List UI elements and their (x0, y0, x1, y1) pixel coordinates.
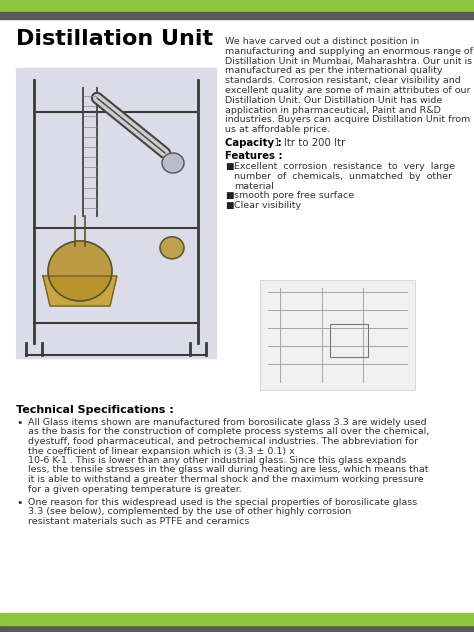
Text: •: • (16, 418, 22, 428)
Text: number  of  chemicals,  unmatched  by  other: number of chemicals, unmatched by other (234, 172, 452, 181)
Text: manufacturing and supplying an enormous range of: manufacturing and supplying an enormous … (225, 47, 473, 56)
Text: industries. Buyers can acquire Distillation Unit from: industries. Buyers can acquire Distillat… (225, 116, 470, 125)
Text: Features :: Features : (225, 151, 283, 161)
Ellipse shape (162, 153, 184, 173)
Bar (330, 324, 368, 357)
Text: Distillation Unit in Mumbai, Maharashtra. Our unit is: Distillation Unit in Mumbai, Maharashtra… (225, 57, 472, 66)
Text: manufactured as per the international quality: manufactured as per the international qu… (225, 66, 443, 75)
Bar (0, 625, 474, 632)
Text: for a given operating temperature is greater.: for a given operating temperature is gre… (28, 485, 242, 494)
Text: ■: ■ (225, 201, 234, 210)
Bar (0, 613, 474, 625)
Polygon shape (43, 276, 117, 306)
Text: Distillation Unit: Distillation Unit (16, 29, 213, 49)
Text: smooth pore free surface: smooth pore free surface (234, 191, 354, 200)
Text: 10-6 K-1 . This is lower than any other industrial glass. Since this glass expan: 10-6 K-1 . This is lower than any other … (28, 456, 406, 465)
Text: less, the tensile stresses in the glass wall during heating are less, which mean: less, the tensile stresses in the glass … (28, 466, 428, 475)
Text: Distillation Unit. Our Distillation Unit has wide: Distillation Unit. Our Distillation Unit… (225, 96, 442, 105)
Text: application in pharmaceutical, Paint and R&D: application in pharmaceutical, Paint and… (225, 106, 441, 114)
Text: One reason for this widespread used is the special properties of borosilicate gl: One reason for this widespread used is t… (28, 498, 417, 507)
Text: it is able to withstand a greater thermal shock and the maximum working pressure: it is able to withstand a greater therma… (28, 475, 424, 484)
Text: excellent quality are some of main attributes of our: excellent quality are some of main attri… (225, 86, 471, 95)
Ellipse shape (160, 237, 184, 258)
Text: dyestuff, food pharmaceutical, and petrochemical industries. The abbreviation fo: dyestuff, food pharmaceutical, and petro… (28, 437, 418, 446)
Text: Excellent  corrosion  resistance  to  very  large: Excellent corrosion resistance to very l… (234, 162, 455, 171)
Ellipse shape (48, 241, 112, 301)
Text: resistant materials such as PTFE and ceramics: resistant materials such as PTFE and cer… (28, 517, 249, 526)
Bar (0, 12, 474, 19)
Text: Technical Specifications :: Technical Specifications : (16, 405, 174, 415)
Text: the coefficient of linear expansion which is (3.3 ± 0.1) x: the coefficient of linear expansion whic… (28, 446, 295, 456)
Text: All Glass items shown are manufactured from borosilicate glass 3.3 are widely us: All Glass items shown are manufactured f… (28, 418, 427, 427)
Bar (0, 0, 474, 12)
Text: material: material (234, 181, 274, 191)
Bar (16, 68, 216, 358)
Text: •: • (16, 498, 22, 508)
Text: ■: ■ (225, 191, 234, 200)
Text: 3.3 (see below), complemented by the use of other highly corrosion: 3.3 (see below), complemented by the use… (28, 507, 351, 516)
Text: as the basis for the construction of complete process systems all over the chemi: as the basis for the construction of com… (28, 427, 429, 437)
Text: us at affordable price.: us at affordable price. (225, 125, 330, 134)
Text: Clear visibility: Clear visibility (234, 201, 301, 210)
Bar (260, 280, 415, 390)
Text: Capacity :: Capacity : (225, 138, 282, 148)
Text: We have carved out a distinct position in: We have carved out a distinct position i… (225, 37, 419, 46)
Text: standards. Corrosion resistant, clear visibility and: standards. Corrosion resistant, clear vi… (225, 76, 461, 85)
Text: 1 ltr to 200 ltr: 1 ltr to 200 ltr (271, 138, 345, 148)
Text: ■: ■ (225, 162, 234, 171)
